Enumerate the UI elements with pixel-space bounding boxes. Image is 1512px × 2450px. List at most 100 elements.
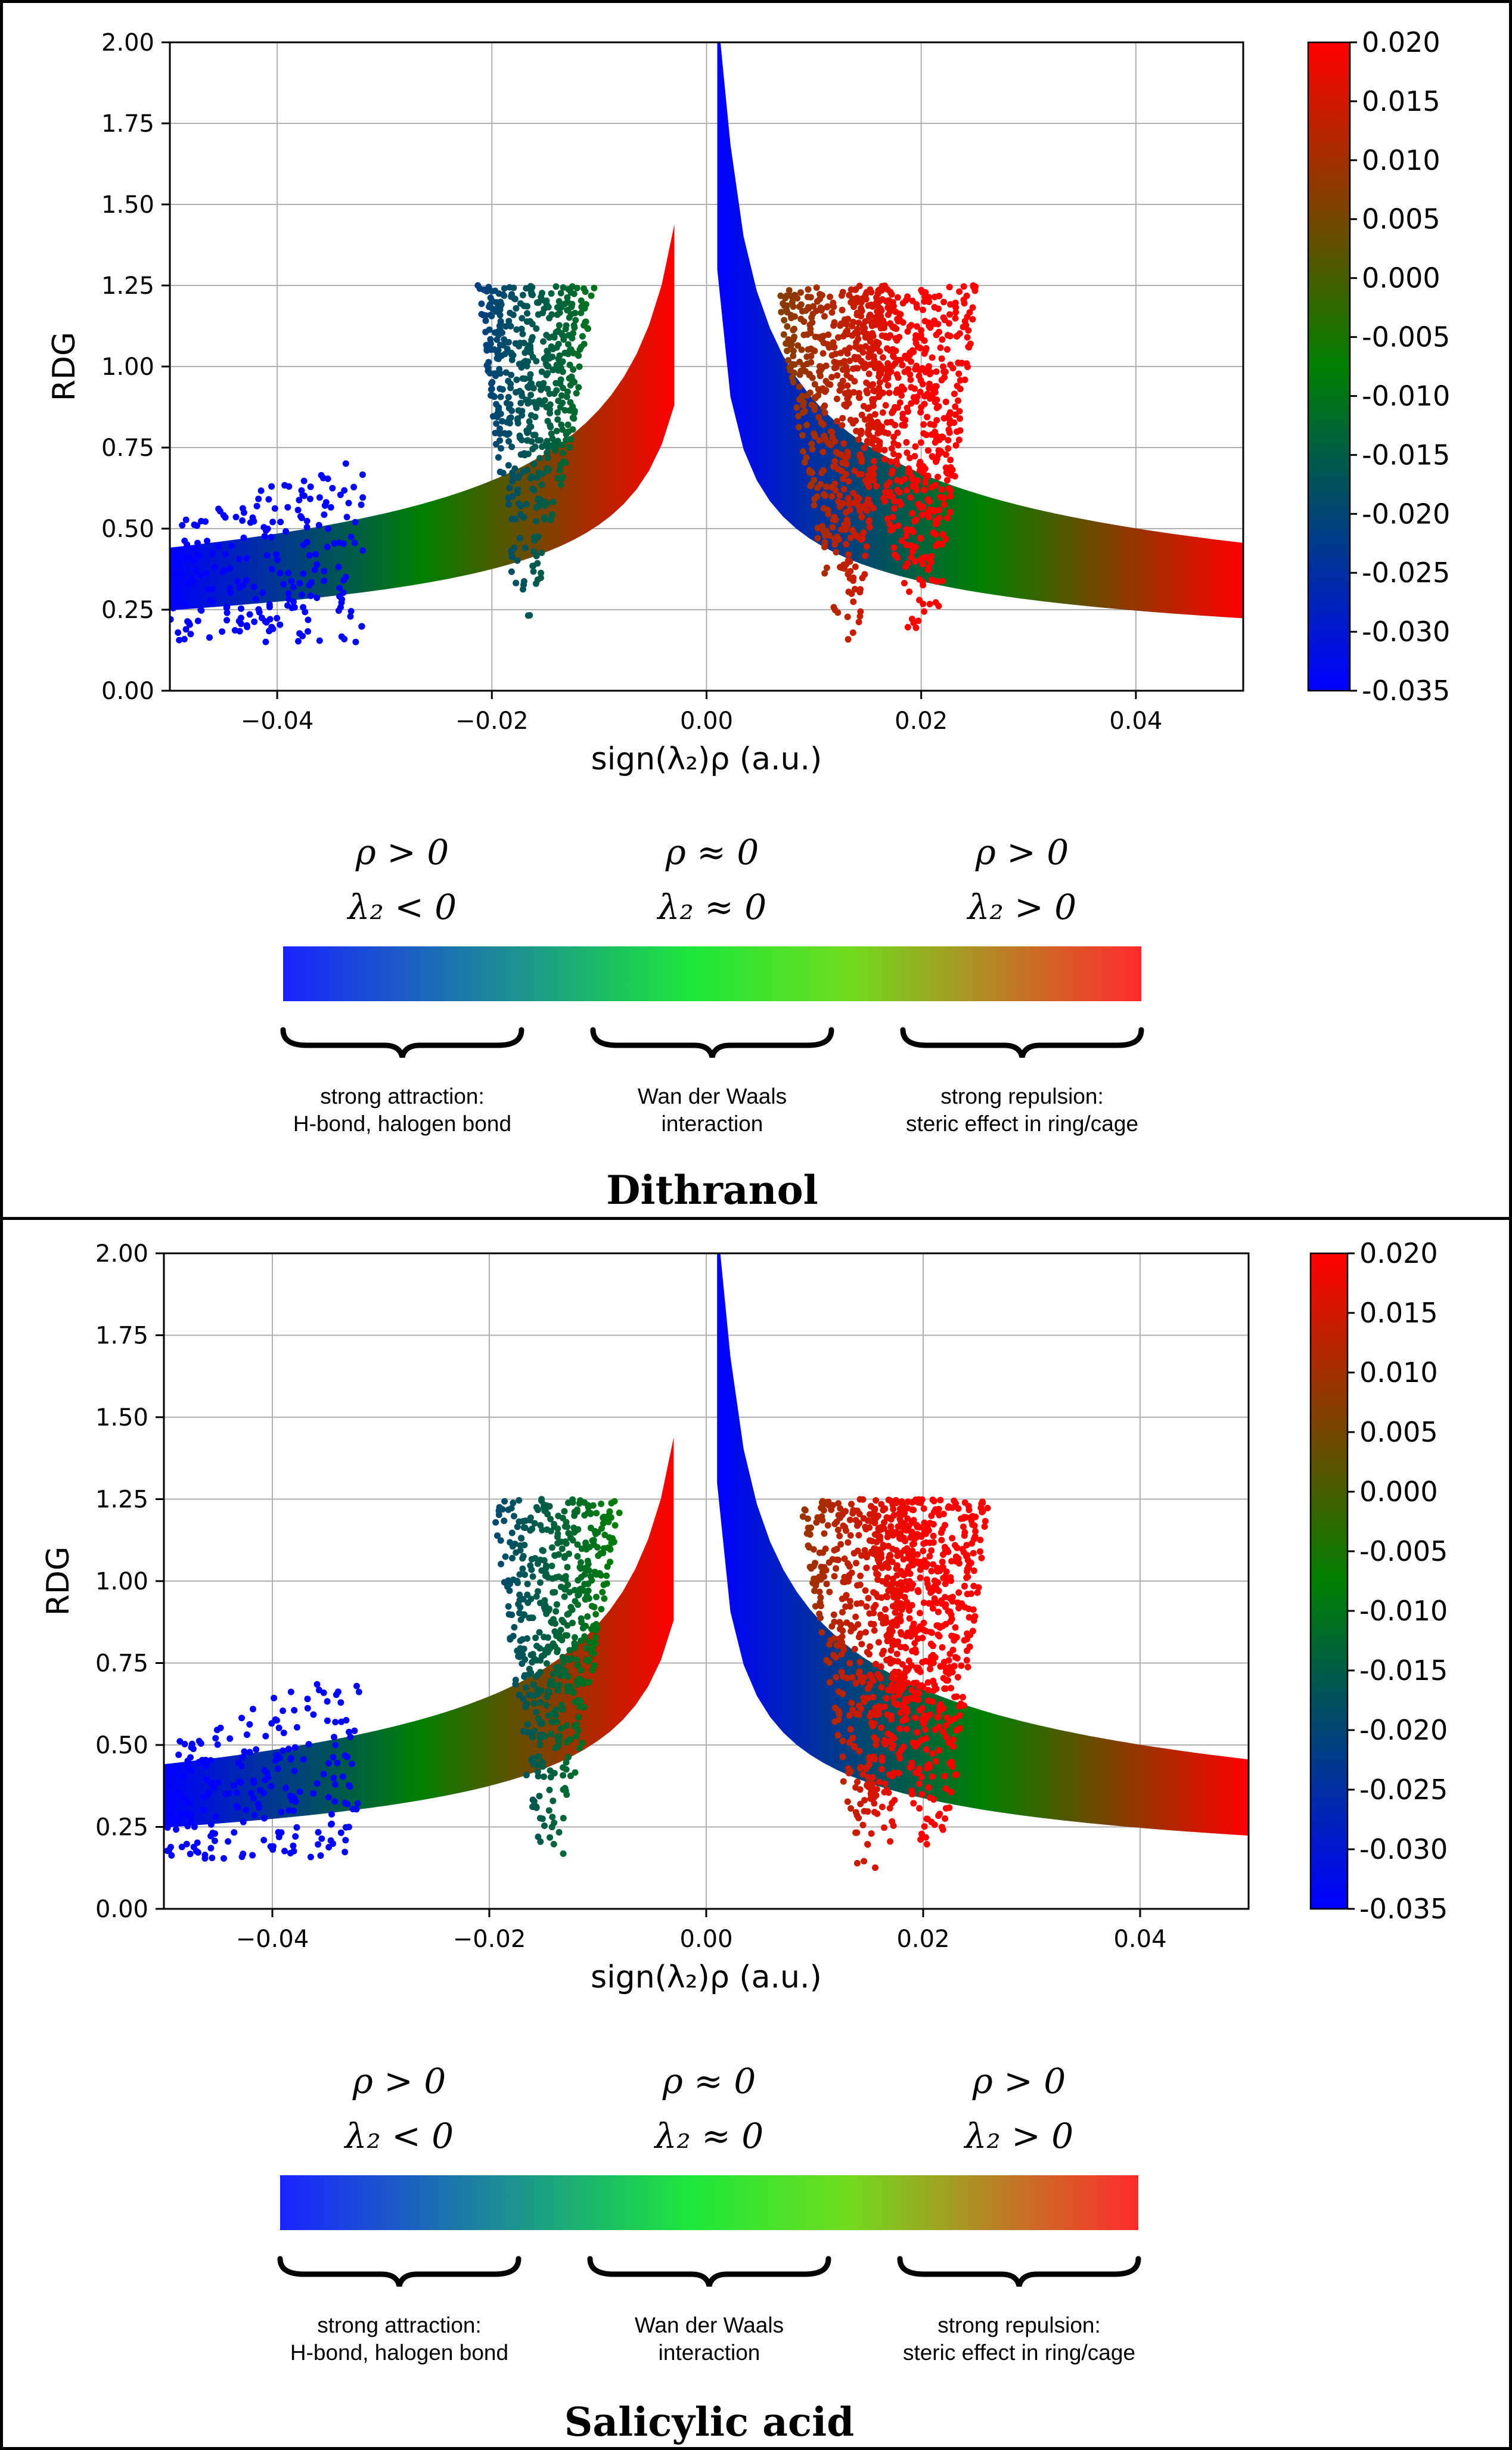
data-point <box>897 1579 904 1586</box>
data-point <box>536 502 543 510</box>
data-point <box>324 1717 331 1724</box>
data-point <box>175 1763 182 1771</box>
data-point <box>916 1805 923 1812</box>
data-point <box>876 348 883 355</box>
data-point <box>566 1550 573 1557</box>
data-point <box>842 1603 849 1610</box>
data-point <box>855 394 862 401</box>
condition-lambda: λ₂ < 0 <box>344 2116 454 2156</box>
data-point <box>195 1738 203 1744</box>
data-point <box>940 1659 948 1666</box>
data-point <box>831 1573 838 1580</box>
data-point <box>212 1813 219 1820</box>
data-point <box>888 445 895 452</box>
data-point <box>501 430 508 437</box>
category-line-1: strong attraction: <box>317 2313 482 2337</box>
data-point <box>848 1569 855 1576</box>
data-point <box>934 1568 941 1575</box>
data-point <box>546 315 553 322</box>
data-point <box>215 1779 222 1786</box>
data-point <box>508 443 516 451</box>
data-point <box>870 471 877 478</box>
data-point <box>611 1522 619 1529</box>
data-point <box>851 467 858 474</box>
data-point <box>527 371 534 378</box>
data-point <box>486 303 492 310</box>
data-point <box>876 1546 883 1553</box>
data-point <box>520 1612 527 1619</box>
data-point <box>893 389 900 396</box>
data-point <box>490 346 498 353</box>
data-point <box>913 1664 920 1671</box>
data-point <box>572 1769 579 1776</box>
data-point <box>851 378 858 385</box>
data-point <box>839 366 846 373</box>
data-point <box>866 312 873 319</box>
data-point <box>867 413 874 420</box>
data-point <box>784 323 791 330</box>
data-point <box>778 309 785 316</box>
data-point <box>924 414 931 421</box>
data-point <box>582 1622 589 1629</box>
data-point <box>307 495 313 502</box>
data-point <box>843 1619 850 1626</box>
data-point <box>796 383 803 390</box>
data-point <box>551 1819 558 1826</box>
data-point <box>925 1784 932 1791</box>
data-point <box>830 604 837 611</box>
data-point <box>331 1734 337 1741</box>
data-point <box>874 308 881 315</box>
data-point <box>809 1579 816 1586</box>
data-point <box>582 1595 589 1603</box>
data-point <box>881 1737 888 1744</box>
data-point <box>887 1712 895 1719</box>
data-point <box>896 1673 903 1681</box>
data-point <box>574 1662 581 1669</box>
data-point <box>850 577 856 584</box>
data-point <box>935 1812 942 1819</box>
data-point <box>570 350 577 356</box>
data-point <box>821 1573 828 1580</box>
data-point <box>325 1760 333 1767</box>
low-rdg-points <box>164 1681 362 1862</box>
data-point <box>345 499 352 507</box>
data-point <box>890 1694 897 1701</box>
data-point <box>881 1703 888 1710</box>
data-point <box>939 531 946 538</box>
data-point <box>592 1640 599 1647</box>
data-point <box>341 487 348 494</box>
data-point <box>332 1781 339 1788</box>
data-point <box>925 1658 932 1665</box>
data-point <box>537 1657 544 1664</box>
colorbar-tick-label: -0.010 <box>1362 380 1450 412</box>
data-point <box>884 1529 892 1536</box>
data-point <box>881 1519 888 1526</box>
data-point <box>542 360 549 367</box>
data-point <box>957 1700 964 1707</box>
data-point <box>845 588 852 595</box>
data-point <box>912 336 919 343</box>
data-point <box>823 1580 830 1588</box>
data-point <box>830 1651 837 1659</box>
data-point <box>505 1611 513 1618</box>
data-point <box>858 1552 865 1559</box>
data-point <box>852 286 859 293</box>
data-point <box>282 528 290 535</box>
data-point <box>843 541 850 548</box>
data-point <box>268 533 275 541</box>
data-point <box>523 362 530 369</box>
data-point <box>846 344 853 352</box>
data-point <box>569 1619 576 1626</box>
data-point <box>912 443 919 450</box>
data-point <box>911 518 918 524</box>
data-point <box>537 1579 544 1586</box>
data-point <box>907 1534 914 1541</box>
data-point <box>505 1506 512 1513</box>
data-point <box>510 311 517 318</box>
data-point <box>338 1718 345 1725</box>
data-point <box>570 366 577 373</box>
data-point <box>209 586 215 593</box>
data-point <box>916 461 923 468</box>
data-point <box>939 577 946 585</box>
data-point <box>821 544 828 551</box>
